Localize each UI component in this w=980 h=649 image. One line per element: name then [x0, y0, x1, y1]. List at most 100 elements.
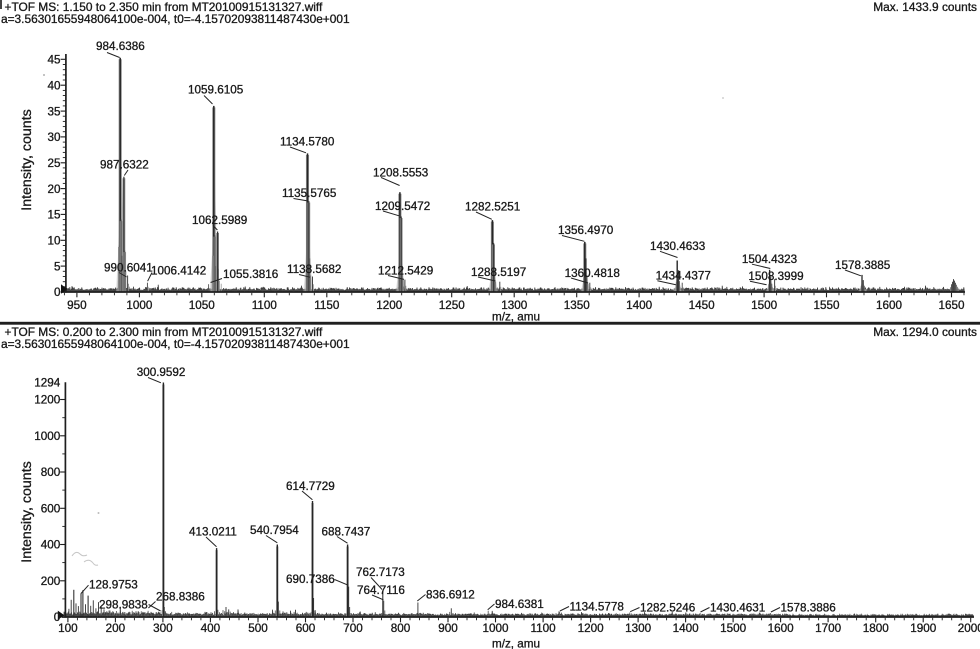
svg-text:762.7173: 762.7173 [356, 566, 405, 579]
svg-text:300: 300 [153, 622, 173, 635]
svg-text:Max. 1433.9 counts: Max. 1433.9 counts [873, 0, 977, 14]
svg-text:30: 30 [47, 131, 61, 144]
svg-text:m/z, amu: m/z, amu [492, 311, 540, 324]
svg-text:1600: 1600 [876, 299, 903, 312]
svg-text:1050: 1050 [189, 299, 216, 312]
svg-text:+TOF MS: 0.200 to 2.300 min fr: +TOF MS: 0.200 to 2.300 min from MT20100… [5, 325, 324, 339]
svg-text:1100: 1100 [252, 299, 278, 312]
svg-text:1600: 1600 [768, 622, 795, 635]
svg-text:1150: 1150 [314, 299, 340, 312]
svg-text:600: 600 [41, 503, 61, 516]
svg-text:1100: 1100 [531, 622, 557, 635]
svg-text:1134.5780: 1134.5780 [280, 135, 335, 148]
svg-text:10: 10 [47, 235, 61, 248]
svg-text:45: 45 [47, 54, 61, 67]
svg-text:1800: 1800 [863, 622, 890, 635]
svg-text:298.9838: 298.9838 [99, 599, 148, 612]
svg-text:5: 5 [54, 260, 61, 273]
svg-text:1059.6105: 1059.6105 [188, 84, 244, 97]
svg-text:1508.3999: 1508.3999 [748, 270, 803, 283]
svg-text:984.6381: 984.6381 [495, 598, 544, 611]
svg-text:a=3.56301655948064100e-004, t0: a=3.56301655948064100e-004, t0=-4.157020… [1, 12, 350, 26]
svg-text:900: 900 [438, 622, 458, 635]
svg-text:35: 35 [47, 105, 61, 118]
svg-text:1282.5251: 1282.5251 [465, 201, 520, 214]
svg-text:1300: 1300 [501, 299, 528, 312]
svg-text:1208.5553: 1208.5553 [373, 166, 428, 179]
svg-text:540.7954: 540.7954 [250, 524, 299, 537]
svg-text:413.0211: 413.0211 [189, 526, 237, 539]
svg-text:1000: 1000 [34, 430, 61, 443]
svg-text:1282.5246: 1282.5246 [640, 602, 695, 615]
svg-text:950: 950 [67, 299, 87, 312]
svg-text:400: 400 [201, 622, 221, 635]
svg-text:1578.3886: 1578.3886 [781, 602, 836, 615]
svg-text:600: 600 [296, 622, 316, 635]
svg-text:688.7437: 688.7437 [322, 525, 371, 538]
svg-text:1000: 1000 [126, 299, 153, 312]
svg-text:m/z, amu: m/z, amu [492, 638, 540, 649]
svg-text:836.6912: 836.6912 [426, 589, 475, 602]
svg-text:100: 100 [58, 622, 78, 635]
svg-text:1430.4633: 1430.4633 [650, 240, 705, 253]
svg-text:1138.5682: 1138.5682 [287, 263, 341, 276]
svg-text:1650: 1650 [938, 299, 965, 312]
svg-text:1360.4818: 1360.4818 [565, 267, 620, 280]
svg-text:800: 800 [41, 466, 61, 479]
svg-text:400: 400 [41, 539, 61, 552]
svg-text:1900: 1900 [910, 622, 937, 635]
svg-text:1135.5765: 1135.5765 [282, 187, 337, 200]
svg-text:500: 500 [248, 622, 268, 635]
svg-text:Intensity, counts: Intensity, counts [19, 109, 35, 210]
svg-text:+TOF MS: 1.150 to 2.350 min fr: +TOF MS: 1.150 to 2.350 min from MT20100… [5, 0, 324, 14]
svg-text:25: 25 [47, 157, 61, 170]
svg-text:700: 700 [343, 622, 363, 635]
svg-text:1450: 1450 [689, 299, 716, 312]
svg-text:1700: 1700 [815, 622, 842, 635]
svg-text:1504.4323: 1504.4323 [742, 253, 797, 266]
svg-text:200: 200 [41, 575, 61, 588]
svg-text:1134.5778: 1134.5778 [570, 601, 624, 614]
svg-text:1300: 1300 [625, 622, 652, 635]
svg-text:984.6386: 984.6386 [96, 40, 145, 53]
svg-text:1209.5472: 1209.5472 [375, 200, 430, 213]
svg-text:1200: 1200 [34, 394, 61, 407]
svg-text:764.7116: 764.7116 [357, 584, 405, 597]
svg-text:614.7729: 614.7729 [286, 480, 335, 493]
svg-text:1500: 1500 [751, 299, 778, 312]
svg-text:1006.4142: 1006.4142 [151, 264, 206, 277]
svg-text:800: 800 [391, 622, 411, 635]
svg-text:Max. 1294.0 counts: Max. 1294.0 counts [873, 325, 977, 339]
svg-text:1430.4631: 1430.4631 [710, 602, 765, 615]
svg-text:1250: 1250 [439, 299, 466, 312]
svg-text:1400: 1400 [626, 299, 653, 312]
svg-text:15: 15 [47, 209, 61, 222]
svg-text:268.8386: 268.8386 [156, 590, 205, 603]
svg-text:690.7386: 690.7386 [286, 573, 335, 586]
svg-text:0: 0 [54, 611, 61, 624]
svg-text:40: 40 [47, 79, 61, 92]
svg-text:Intensity, counts: Intensity, counts [19, 461, 35, 562]
svg-text:1350: 1350 [564, 299, 591, 312]
svg-text:1500: 1500 [720, 622, 747, 635]
svg-text:1434.4377: 1434.4377 [656, 270, 711, 283]
svg-text:0: 0 [54, 286, 61, 299]
svg-text:1356.4970: 1356.4970 [558, 224, 614, 237]
svg-text:1212.5429: 1212.5429 [378, 264, 433, 277]
svg-text:987.6322: 987.6322 [100, 159, 149, 172]
svg-text:990.6041: 990.6041 [104, 261, 153, 274]
svg-text:1288.5197: 1288.5197 [471, 266, 526, 279]
svg-text:1550: 1550 [813, 299, 840, 312]
svg-text:1055.3816: 1055.3816 [223, 268, 278, 281]
svg-text:1000: 1000 [482, 622, 509, 635]
svg-text:128.9753: 128.9753 [89, 579, 138, 592]
svg-text:1200: 1200 [578, 622, 605, 635]
svg-text:2000: 2000 [958, 622, 980, 635]
svg-text:1062.5989: 1062.5989 [192, 214, 247, 227]
svg-text:1200: 1200 [376, 299, 403, 312]
svg-text:300.9592: 300.9592 [137, 366, 186, 379]
svg-text:1578.3885: 1578.3885 [835, 259, 891, 272]
svg-text:1400: 1400 [673, 622, 700, 635]
svg-text:1294: 1294 [34, 377, 61, 390]
svg-text:20: 20 [47, 183, 61, 196]
